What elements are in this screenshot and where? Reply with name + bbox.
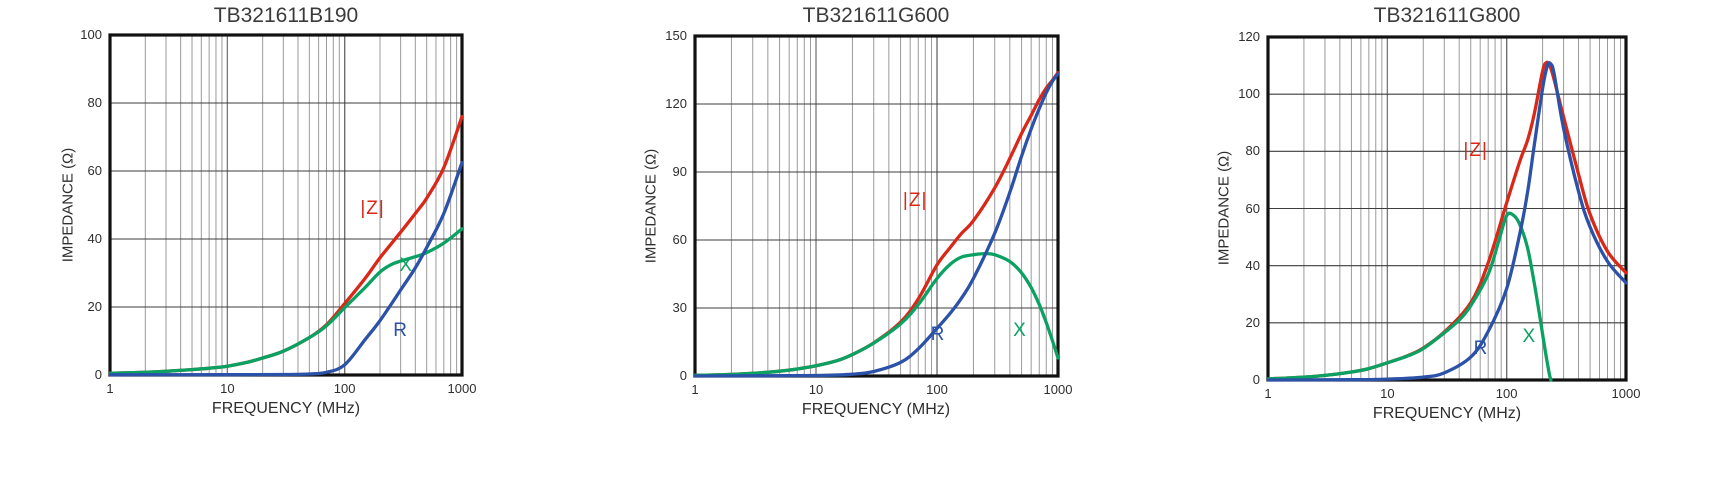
- y-tick-label: 40: [1245, 257, 1260, 273]
- x-curve: [694, 251, 1059, 377]
- x-axis-label: FREQUENCY (MHz): [211, 400, 361, 417]
- x-tick-label: 10: [220, 381, 235, 396]
- plot-area: [693, 34, 1060, 378]
- curve-label-ZZZ: |Z|: [902, 190, 928, 212]
- z-curve: [694, 71, 1059, 377]
- x-tick-label: 1000: [1043, 382, 1073, 397]
- curve-label-X: X: [1013, 319, 1027, 341]
- chart-canvas: [108, 33, 464, 377]
- chart-title: TB321611G800: [1373, 4, 1521, 27]
- y-tick-label: 80: [1245, 143, 1260, 159]
- r-curve: [694, 72, 1059, 378]
- x-tick-label: 1000: [447, 381, 477, 396]
- curve-label-R: R: [1473, 337, 1489, 359]
- y-tick-label: 80: [87, 95, 102, 110]
- x-tick-label: 100: [333, 381, 356, 396]
- chart-title: TB321611G600: [802, 4, 950, 27]
- impedance-chart-3: TB321611G800 IMPEDANCE (Ω) FREQUENCY (MH…: [1142, 0, 1714, 490]
- plot-border: [108, 33, 464, 377]
- r-curve: [1267, 61, 1627, 382]
- x-tick-label: 10: [808, 382, 824, 397]
- x-axis-label: FREQUENCY (MHz): [801, 401, 951, 418]
- z-curve: [109, 114, 463, 375]
- y-tick-label: 0: [679, 368, 687, 383]
- x-tick-label: 10: [1380, 386, 1395, 401]
- y-tick-label: 100: [80, 27, 102, 42]
- impedance-chart-1: TB321611B190 IMPEDANCE (Ω) FREQUENCY (MH…: [0, 0, 572, 490]
- x-tick-label: 100: [1495, 386, 1518, 401]
- plot-border: [1266, 35, 1628, 382]
- y-tick-label: 20: [87, 299, 102, 314]
- y-tick-label: 120: [1238, 29, 1260, 44]
- curve-label-X: X: [399, 255, 414, 277]
- chart-canvas: [1266, 35, 1628, 382]
- r-curve: [109, 160, 463, 377]
- y-tick-label: 90: [672, 164, 687, 179]
- y-tick-label: 0: [94, 367, 102, 382]
- y-tick-label: 60: [672, 232, 687, 247]
- x-tick-label: 100: [926, 382, 948, 397]
- y-tick-label: 40: [87, 231, 102, 246]
- curve-label-ZZZ: |Z|: [1463, 140, 1488, 162]
- gridlines: [695, 36, 1058, 376]
- y-tick-label: 100: [1238, 86, 1260, 102]
- y-tick-label: 150: [665, 28, 687, 43]
- y-tick-label: 60: [87, 163, 102, 178]
- x-tick-label: 1: [691, 382, 699, 397]
- curve-label-X: X: [1522, 326, 1537, 348]
- y-tick-label: 20: [1245, 314, 1260, 330]
- y-tick-label: 30: [672, 300, 687, 315]
- y-tick-label: 120: [665, 96, 687, 111]
- x-tick-label: 1: [1264, 386, 1272, 401]
- x-tick-label: 1000: [1611, 386, 1641, 401]
- y-tick-label: 0: [1252, 372, 1260, 387]
- plot-border: [693, 34, 1060, 378]
- x-tick-label: 1: [106, 381, 114, 396]
- plot-area: [1266, 35, 1628, 382]
- impedance-chart-2: TB321611G600 IMPEDANCE (Ω) FREQUENCY (MH…: [571, 0, 1143, 490]
- plot-area: [108, 33, 464, 377]
- curve-label-R: R: [393, 319, 409, 341]
- gridlines: [110, 35, 462, 375]
- x-axis-label: FREQUENCY (MHz): [1372, 405, 1522, 422]
- gridlines: [1268, 37, 1626, 380]
- chart-canvas: [693, 34, 1060, 378]
- x-curve: [109, 227, 463, 375]
- chart-title: TB321611B190: [213, 4, 359, 27]
- y-tick-label: 60: [1245, 200, 1260, 216]
- curve-label-R: R: [930, 324, 946, 346]
- x-curve: [1267, 211, 1553, 382]
- curve-label-ZZZ: |Z|: [360, 198, 385, 220]
